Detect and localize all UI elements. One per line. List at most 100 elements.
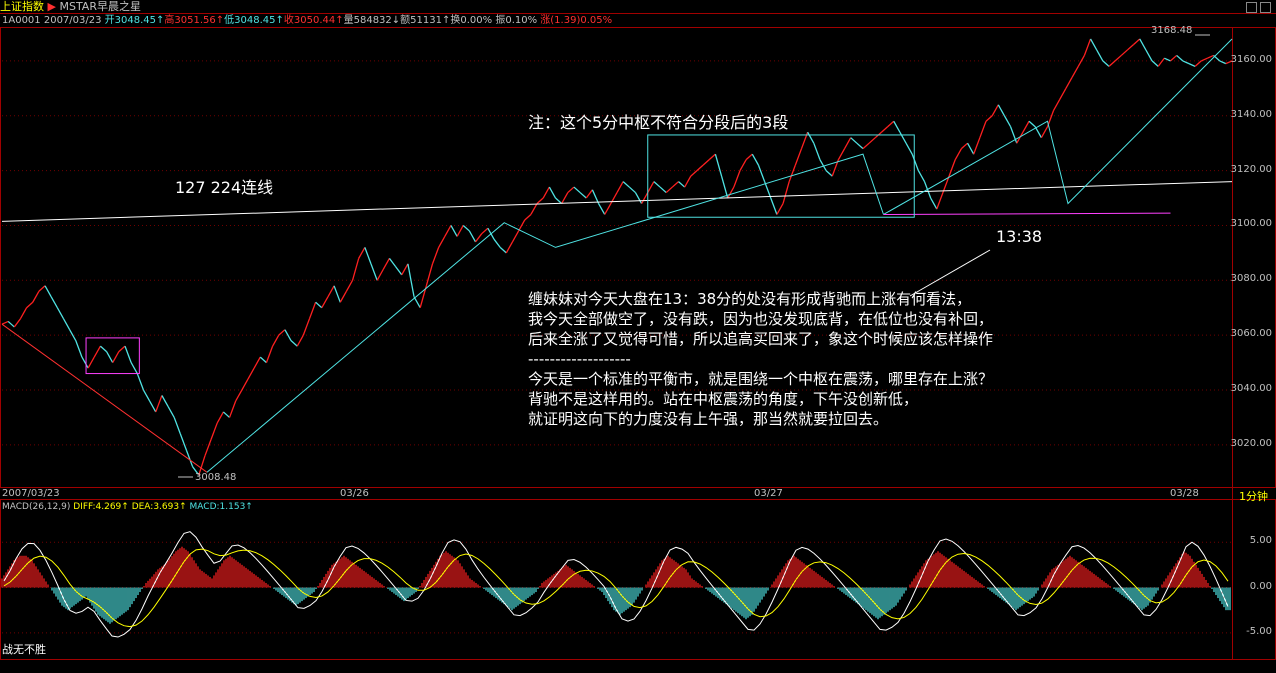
price-segment bbox=[708, 153, 716, 161]
price-segment bbox=[979, 121, 987, 138]
price-segment bbox=[431, 247, 440, 265]
quote-close: 收3050.44↑ bbox=[283, 15, 344, 26]
price-segment bbox=[13, 318, 21, 328]
price-segment bbox=[524, 214, 532, 221]
price-segment bbox=[241, 378, 249, 391]
price-segment bbox=[862, 142, 870, 150]
overlay-line bbox=[883, 212, 1171, 215]
price-segment bbox=[130, 362, 138, 374]
price-segment bbox=[985, 115, 993, 122]
price-segment bbox=[881, 126, 889, 133]
price-segment bbox=[345, 279, 354, 292]
price-segment bbox=[678, 181, 686, 188]
price-segment bbox=[155, 395, 163, 413]
minimize-icon[interactable] bbox=[1246, 2, 1257, 13]
quote-turnover: 换0.00% bbox=[450, 15, 496, 26]
price-segment bbox=[616, 181, 624, 193]
price-segment bbox=[62, 318, 71, 330]
window-title: MSTAR早晨之星 bbox=[59, 0, 141, 13]
price-segment bbox=[1170, 54, 1178, 62]
price-segment bbox=[462, 224, 470, 232]
price-segment bbox=[1164, 57, 1171, 62]
price-segment bbox=[1077, 55, 1085, 67]
price-segment bbox=[597, 203, 606, 215]
price-tick-label: 3020.00 bbox=[1230, 437, 1272, 449]
price-segment bbox=[659, 186, 667, 194]
price-segment bbox=[1207, 54, 1214, 59]
price-segment bbox=[358, 247, 366, 259]
price-segment bbox=[290, 340, 298, 347]
price-segment bbox=[782, 181, 790, 204]
macd-dea: DEA:3.693↑ bbox=[131, 502, 187, 512]
price-segment bbox=[425, 263, 434, 286]
price-segment bbox=[548, 186, 557, 199]
period-label[interactable]: 1分钟 bbox=[1239, 490, 1268, 503]
price-segment bbox=[413, 296, 421, 309]
price-segment bbox=[770, 197, 778, 215]
price-segment bbox=[112, 351, 120, 363]
price-segment bbox=[647, 181, 655, 193]
price-segment bbox=[302, 318, 311, 336]
answer-line-3: 就证明这向下的力度没有上午强，那当然就要拉回去。 bbox=[528, 410, 889, 428]
price-segment bbox=[136, 373, 145, 391]
overlay-line bbox=[206, 153, 884, 473]
quote-open: 开3048.45↑ bbox=[104, 15, 165, 26]
dropdown-arrow-icon[interactable]: ▶ bbox=[47, 0, 56, 13]
price-segment bbox=[634, 192, 643, 204]
price-segment bbox=[1083, 38, 1092, 56]
price-segment bbox=[819, 159, 827, 171]
price-segment bbox=[868, 137, 876, 144]
price-segment bbox=[591, 189, 600, 204]
annotation-note: 注：这个5分中枢不符合分段后的3段 bbox=[528, 113, 789, 132]
annotation-time-label: 13:38 bbox=[996, 227, 1043, 246]
price-segment bbox=[843, 137, 852, 149]
price-segment bbox=[296, 334, 304, 347]
price-segment bbox=[518, 219, 526, 232]
price-segment bbox=[776, 203, 784, 215]
price-segment bbox=[622, 181, 630, 188]
macd-title: MACD(26,12,9) bbox=[2, 502, 71, 512]
price-segment bbox=[757, 164, 766, 182]
answer-line-2: 背驰不是这样用的。站在中枢震荡的角度，下午没创新低， bbox=[528, 390, 919, 408]
price-segment bbox=[561, 192, 569, 204]
price-segment bbox=[1053, 98, 1061, 111]
price-segment bbox=[653, 181, 661, 188]
index-name[interactable]: 上证指数 bbox=[0, 0, 44, 13]
overlay-line bbox=[1, 323, 208, 473]
price-segment bbox=[991, 104, 999, 117]
price-segment bbox=[604, 203, 612, 215]
price-segment bbox=[475, 233, 483, 243]
price-segment bbox=[167, 406, 175, 418]
price-segment bbox=[739, 159, 747, 171]
price-segment bbox=[388, 257, 397, 267]
quote-code: 1A0001 bbox=[2, 15, 44, 26]
price-segment bbox=[905, 142, 913, 155]
price-segment bbox=[75, 340, 83, 358]
price-segment bbox=[948, 159, 956, 177]
close-icon[interactable] bbox=[1260, 2, 1271, 13]
price-segment bbox=[333, 285, 341, 303]
price-segment bbox=[284, 329, 292, 341]
price-tick-label: 3140.00 bbox=[1230, 108, 1272, 120]
price-segment bbox=[850, 137, 858, 144]
price-segment bbox=[1182, 60, 1190, 65]
price-segment bbox=[198, 455, 206, 476]
price-segment bbox=[26, 301, 34, 309]
price-segment bbox=[579, 192, 587, 199]
price-segment bbox=[444, 225, 452, 237]
price-segment bbox=[19, 307, 28, 320]
price-segment bbox=[505, 241, 514, 254]
price-segment bbox=[1145, 49, 1153, 62]
price-segment bbox=[93, 345, 101, 358]
title-bar: 上证指数 ▶ MSTAR早晨之星 bbox=[0, 0, 141, 13]
price-segment bbox=[1194, 60, 1202, 67]
price-segment bbox=[228, 400, 237, 418]
price-segment bbox=[960, 142, 968, 150]
price-segment bbox=[81, 356, 89, 369]
price-segment bbox=[235, 389, 243, 402]
price-segment bbox=[468, 230, 477, 243]
question-line-2: 我今天全部做空了，没有跌，因为也没发现底背，在低位也没有补回， bbox=[528, 310, 994, 328]
price-tick-label: 3160.00 bbox=[1230, 53, 1272, 65]
price-segment bbox=[1157, 57, 1165, 67]
